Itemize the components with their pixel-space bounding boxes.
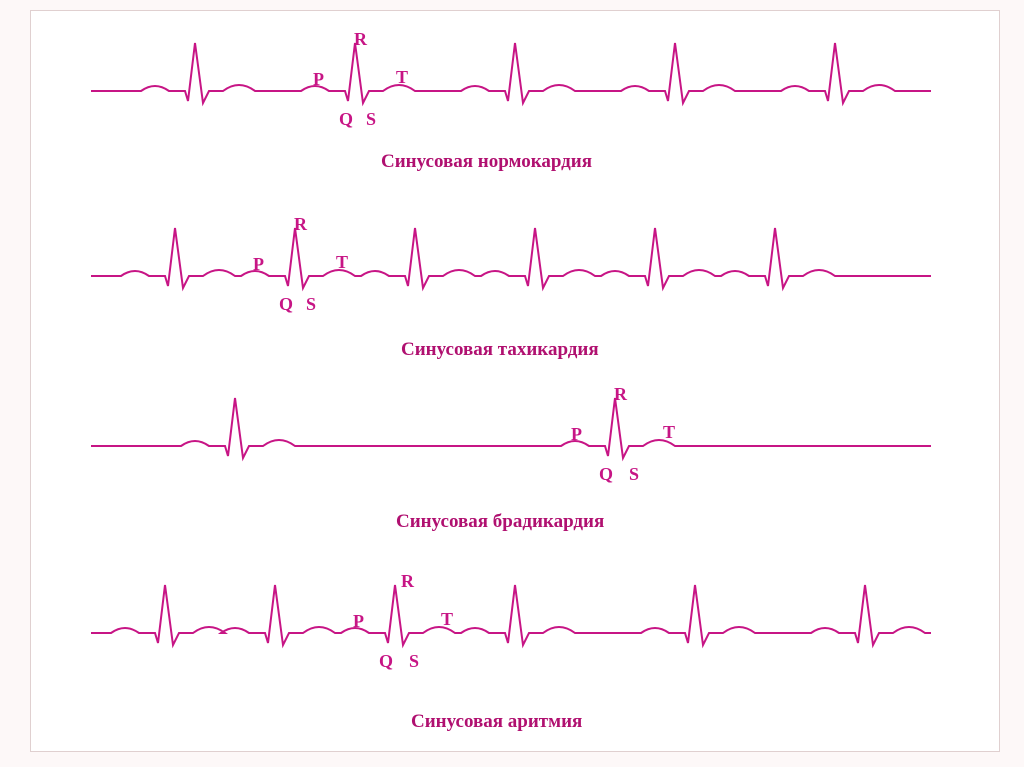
wave-label-q: Q bbox=[379, 651, 393, 672]
row-title: Синусовая тахикардия bbox=[401, 339, 599, 361]
wave-label-p: P bbox=[571, 424, 582, 445]
wave-label-s: S bbox=[409, 651, 419, 672]
ecg-waveform bbox=[31, 206, 999, 336]
wave-label-q: Q bbox=[279, 294, 293, 315]
wave-label-s: S bbox=[366, 109, 376, 130]
wave-label-p: P bbox=[353, 611, 364, 632]
wave-label-s: S bbox=[629, 464, 639, 485]
wave-label-r: R bbox=[354, 29, 367, 50]
wave-label-t: T bbox=[396, 67, 408, 88]
ecg-waveform bbox=[31, 563, 999, 693]
ecg-trace bbox=[91, 398, 931, 458]
ecg-waveform bbox=[31, 21, 999, 151]
wave-label-q: Q bbox=[339, 109, 353, 130]
wave-label-s: S bbox=[306, 294, 316, 315]
wave-label-t: T bbox=[663, 422, 675, 443]
wave-label-t: T bbox=[441, 609, 453, 630]
ecg-trace bbox=[91, 228, 931, 288]
wave-label-p: P bbox=[253, 254, 264, 275]
wave-label-p: P bbox=[313, 69, 324, 90]
row-title: Синусовая нормокардия bbox=[381, 151, 592, 173]
ecg-trace bbox=[91, 585, 931, 645]
wave-label-t: T bbox=[336, 252, 348, 273]
ecg-trace bbox=[91, 43, 931, 103]
wave-label-q: Q bbox=[599, 464, 613, 485]
wave-label-r: R bbox=[614, 384, 627, 405]
row-title: Синусовая аритмия bbox=[411, 711, 582, 733]
wave-label-r: R bbox=[401, 571, 414, 592]
diagram-container: PQRSTСинусовая нормокардияPQRSTСинусовая… bbox=[30, 10, 1000, 752]
row-title: Синусовая брадикардия bbox=[396, 511, 604, 533]
ecg-waveform bbox=[31, 376, 999, 506]
wave-label-r: R bbox=[294, 214, 307, 235]
